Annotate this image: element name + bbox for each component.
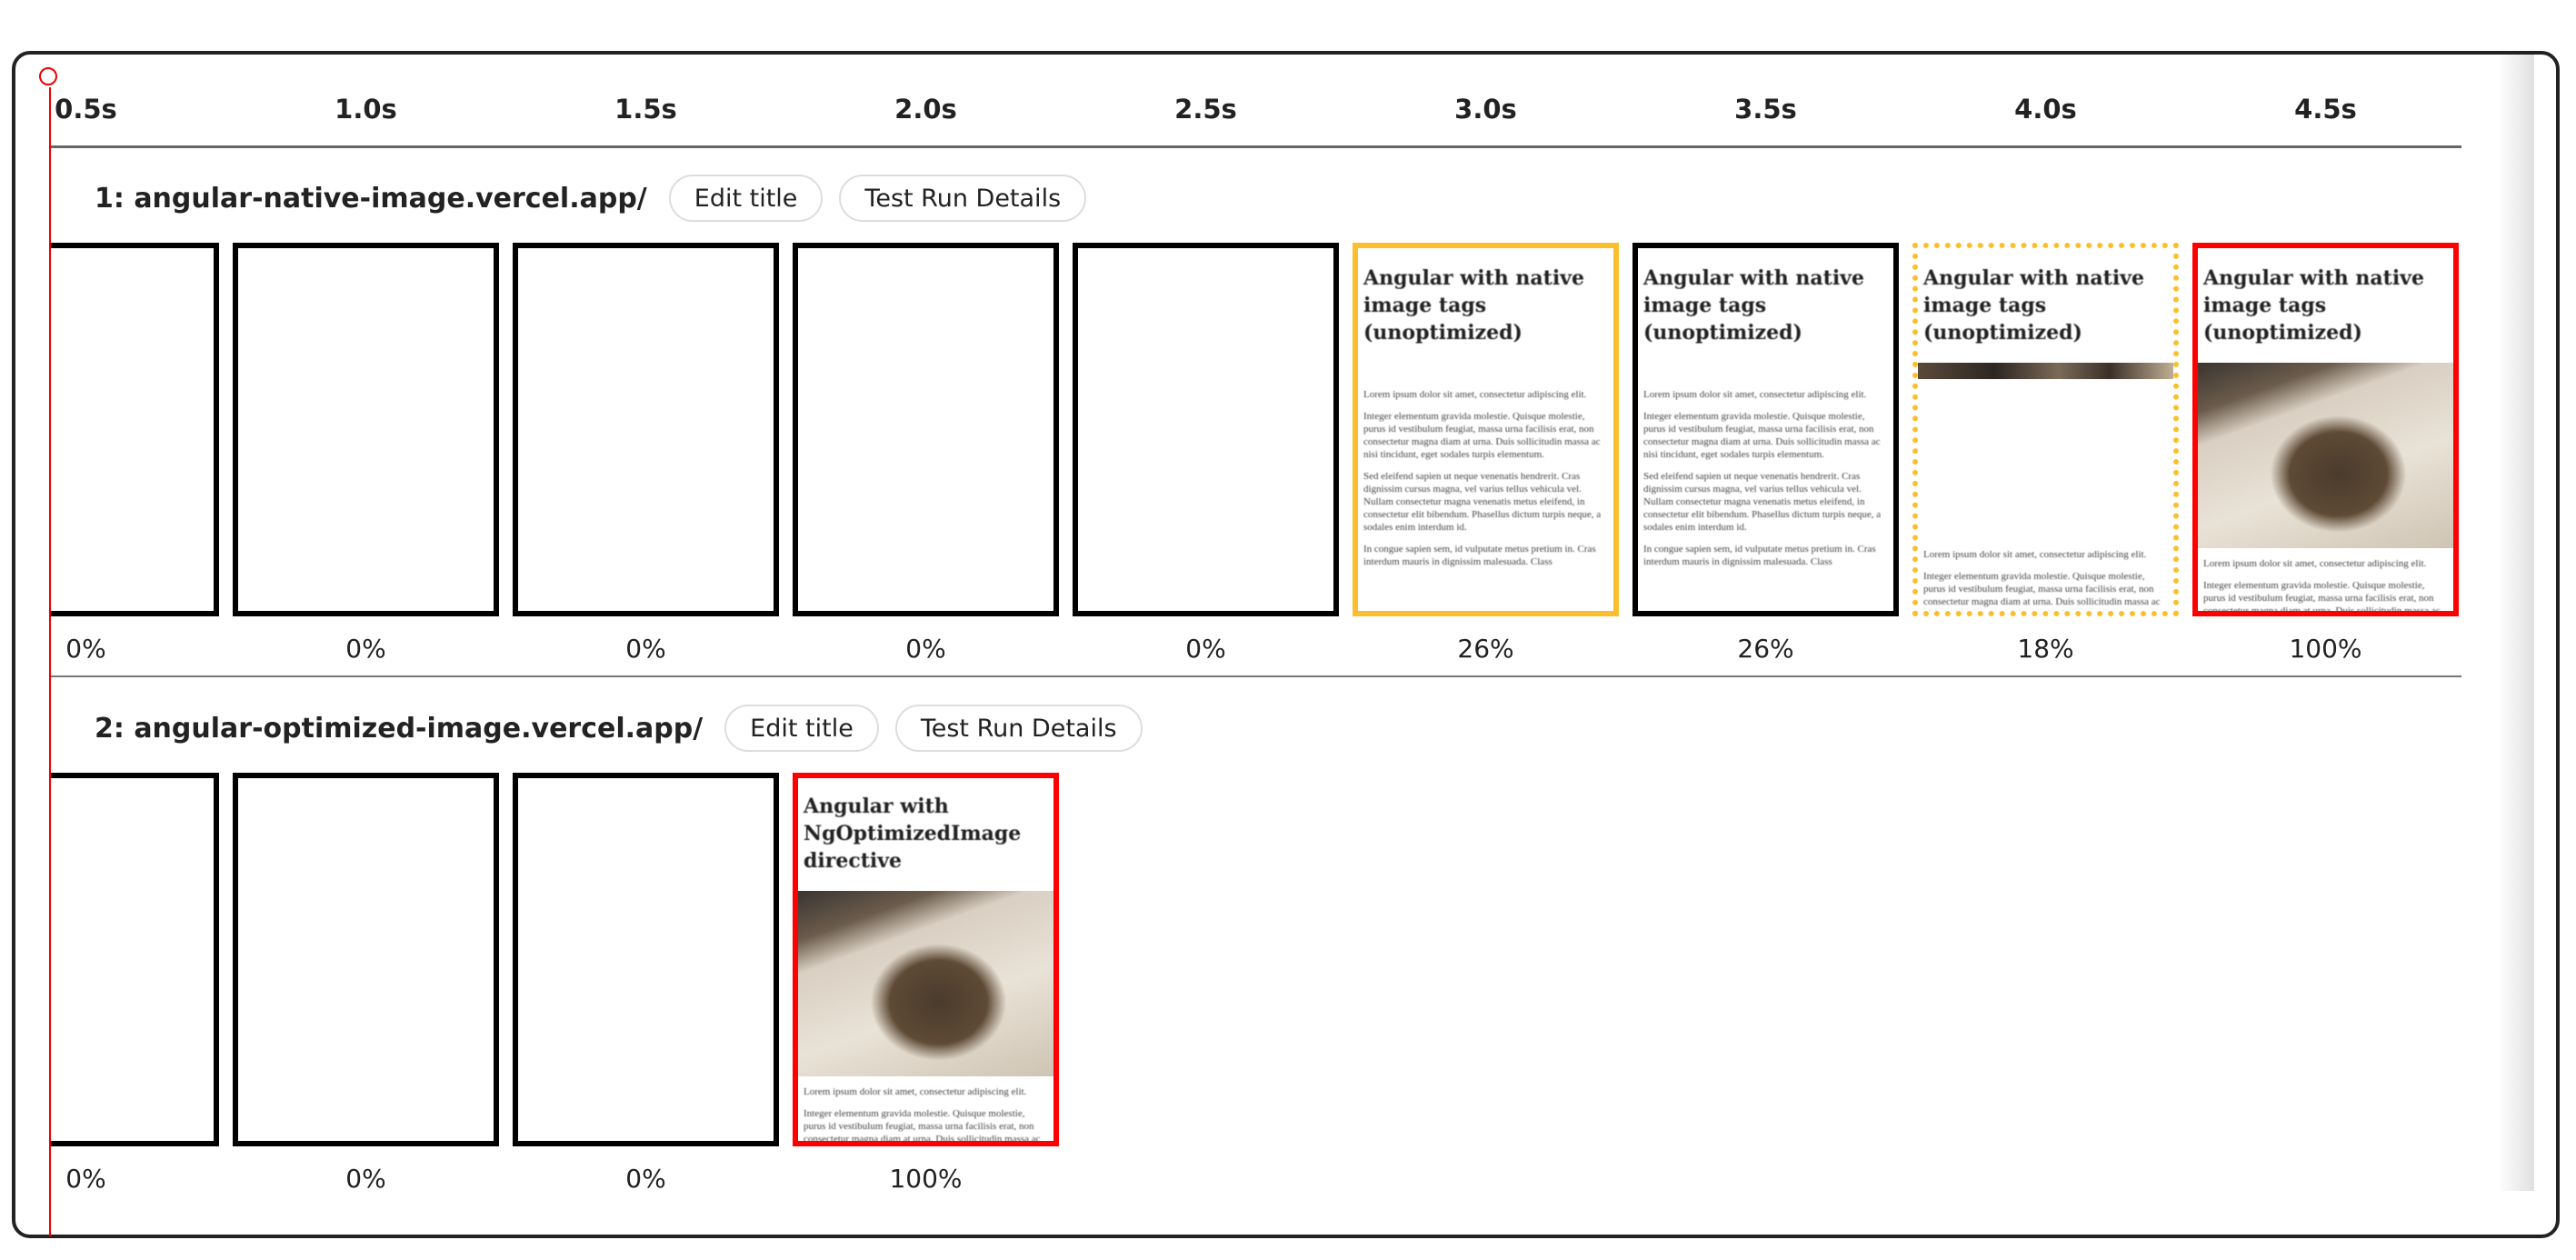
spacer (1918, 379, 2173, 539)
frame-paragraph: Lorem ipsum dolor sit amet, consectetur … (1923, 549, 2147, 560)
filmstrip-frame[interactable] (513, 773, 779, 1146)
spacer (1638, 346, 1893, 379)
timeline-tick: 3.0s (1454, 94, 1517, 125)
frame-image-partial (1918, 363, 2173, 379)
row-divider (49, 675, 2461, 677)
filmstrip-frame[interactable] (513, 243, 779, 616)
frame-progress-label: 100% (2289, 634, 2362, 664)
frame-paragraph: Lorem ipsum dolor sit amet, consectetur … (804, 1086, 1027, 1097)
filmstrip-frame[interactable] (233, 243, 499, 616)
timeline-tick: 1.5s (614, 94, 677, 125)
frame-progress-label: 0% (345, 1164, 386, 1194)
frame-heading: Angular with NgOptimizedImage directive (804, 795, 1022, 873)
filmstrip-frame[interactable]: Angular with native image tags (unoptimi… (1353, 243, 1619, 616)
frame-progress-label: 0% (905, 634, 946, 664)
filmstrip-frame[interactable]: Angular with NgOptimizedImage directive L… (793, 773, 1059, 1146)
frame-progress-label: 0% (1185, 634, 1226, 664)
timeline-tick: 4.0s (2014, 94, 2077, 125)
filmstrip-frame[interactable] (793, 243, 1059, 616)
timeline-tick: 3.5s (1734, 94, 1797, 125)
edit-title-button[interactable]: Edit title (668, 175, 824, 222)
frame-progress-label: 18% (2017, 634, 2074, 664)
timeline-tick: 4.5s (2294, 94, 2357, 125)
timeline-tick: 0.5s (55, 94, 117, 125)
filmstrip-frame[interactable] (49, 243, 219, 616)
filmstrip-frame[interactable] (49, 773, 219, 1146)
row-2-filmstrip: 0% 0% 0% Angular with NgOptimizedImage dire… (49, 773, 2461, 1200)
frame-progress-label: 26% (1737, 634, 1794, 664)
filmstrip-frame[interactable] (233, 773, 499, 1146)
frame-cat-image (2198, 363, 2453, 548)
frame-paragraph: Sed eleifend sapien ut neque venenatis h… (1363, 471, 1602, 533)
timeline-marker-handle[interactable] (39, 67, 57, 85)
timeline-tick: 2.5s (1174, 94, 1237, 125)
frame-paragraph: Sed eleifend sapien ut neque venenatis h… (1643, 471, 1882, 533)
timeline-tick: 1.0s (334, 94, 397, 125)
frame-paragraph: Lorem ipsum dolor sit amet, consectetur … (1363, 389, 1587, 400)
scroll-shadow (2498, 55, 2534, 1191)
filmstrip-frame[interactable]: Angular with native image tags (unoptimi… (1632, 243, 1899, 616)
frame-progress-label: 0% (625, 1164, 666, 1194)
timeline-marker-line[interactable] (49, 87, 51, 1236)
frame-paragraph: In congue sapien sem, id vulputate metus… (1643, 544, 1876, 567)
frame-paragraph: In congue sapien sem, id vulputate metus… (1363, 544, 1596, 567)
frame-progress-label: 0% (65, 634, 106, 664)
frame-paragraph: Integer elementum gravida molestie. Quis… (1363, 411, 1601, 460)
frame-paragraph: Lorem ipsum dolor sit amet, consectetur … (2203, 558, 2427, 569)
frame-paragraph: Integer elementum gravida molestie. Quis… (2203, 580, 2441, 616)
frame-heading: Angular with native image tags (unoptimi… (1643, 266, 1864, 345)
row-title: 1: angular-native-image.vercel.app/ (95, 182, 647, 215)
frame-paragraph: Integer elementum gravida molestie. Quis… (1923, 571, 2161, 616)
filmstrip-frame[interactable] (1073, 243, 1339, 616)
row-title: 2: angular-optimized-image.vercel.app/ (95, 712, 704, 745)
filmstrip-frame[interactable]: Angular with native image tags (unoptimi… (2192, 243, 2459, 616)
edit-title-button[interactable]: Edit title (724, 705, 879, 752)
filmstrip-frame[interactable]: Angular with native image tags (unoptimi… (1912, 243, 2179, 616)
timeline-tick: 2.0s (894, 94, 957, 125)
frame-paragraph: Lorem ipsum dolor sit amet, consectetur … (1643, 389, 1867, 400)
frame-paragraph: Integer elementum gravida molestie. Quis… (804, 1108, 1041, 1145)
frame-progress-label: 0% (625, 634, 666, 664)
frame-heading: Angular with native image tags (unoptimi… (2203, 266, 2424, 345)
spacer (1358, 346, 1613, 379)
frame-cat-image (798, 891, 1053, 1076)
test-run-details-button[interactable]: Test Run Details (894, 705, 1143, 752)
frame-progress-label: 0% (345, 634, 386, 664)
frame-heading: Angular with native image tags (unoptimi… (1363, 266, 1584, 345)
row-1-header: 1: angular-native-image.vercel.app/ Edit… (95, 175, 1087, 222)
row-1-filmstrip: 0% 0% 0% 0% 0% Angular with native image tags… (49, 243, 2461, 670)
timeline-ruler: 0.5s 1.0s 1.5s 2.0s 2.5s 3.0s 3.5s 4.0s 4.5s (49, 87, 2461, 148)
frame-progress-label: 0% (65, 1164, 106, 1194)
test-run-details-button[interactable]: Test Run Details (839, 175, 1087, 222)
frame-progress-label: 100% (889, 1164, 963, 1194)
row-2-header: 2: angular-optimized-image.vercel.app/ E… (95, 705, 1143, 752)
frame-progress-label: 26% (1457, 634, 1514, 664)
frame-heading: Angular with native image tags (unoptimi… (1923, 266, 2144, 345)
frame-paragraph: Integer elementum gravida molestie. Quis… (1643, 411, 1881, 460)
